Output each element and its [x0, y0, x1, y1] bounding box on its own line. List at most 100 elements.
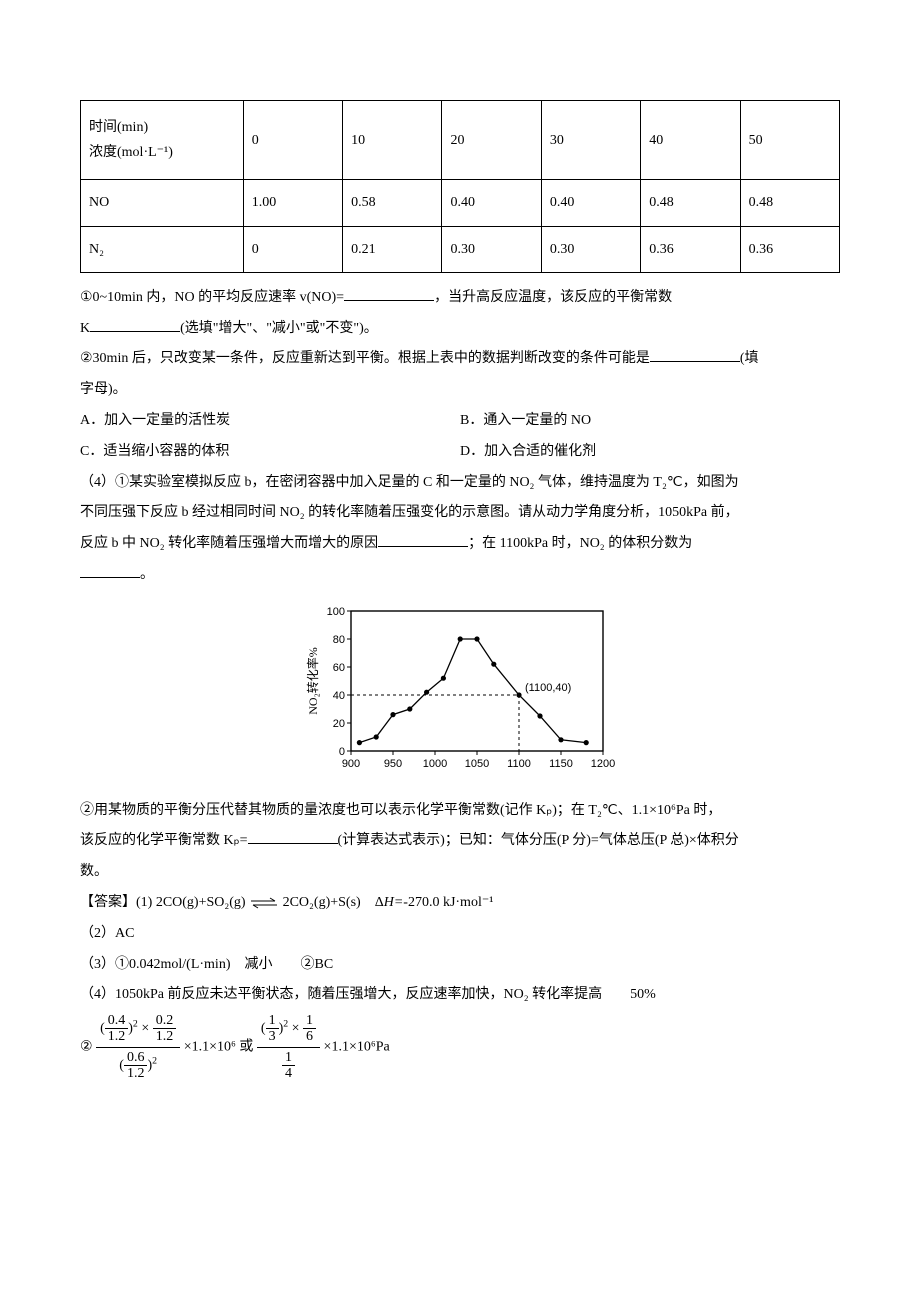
svg-text:60: 60 [332, 662, 344, 674]
frac-num: 0.4 [105, 1013, 129, 1029]
fill-blank [344, 286, 434, 301]
table-header-cell: 时间(min) 浓度(mol·L⁻¹) [81, 101, 244, 180]
text: (选填"增大"、"减小"或"不变")。 [180, 321, 378, 336]
text: (计算表达式表示)；已知：气体分压(P 分)=气体总压(P 总)×体积分 [338, 833, 739, 848]
question-1-line2: K (选填"增大"、"减小"或"不变")。 [80, 314, 840, 345]
text: 或 [239, 1040, 257, 1055]
fill-blank [650, 347, 740, 362]
text: ，当升高反应温度，该反应的平衡常数 [434, 290, 672, 305]
text: 2CO₂(g)+S(s) Δ [283, 895, 384, 910]
question-4b-line3: 数。 [80, 857, 840, 888]
frac-den: 1.2 [153, 1029, 177, 1044]
frac-num: 0.2 [153, 1013, 177, 1029]
question-1-line1: ①0~10min 内，NO 的平均反应速率 v(NO)= ，当升高反应温度，该反应… [80, 283, 840, 314]
table-cell: 0.36 [740, 226, 839, 272]
header-line: 浓度(mol·L⁻¹) [89, 145, 173, 160]
table-cell: 0.21 [343, 226, 442, 272]
table-cell: 0.48 [641, 180, 740, 226]
question-4-line4: 。 [80, 560, 840, 591]
question-4-line3: 反应 b 中 NO₂ 转化率随着压强增大而增大的原因 ；在 1100kPa 时，N… [80, 529, 840, 560]
fraction-expr-1: (0.41.2)2 × 0.21.2 (0.61.2)2 [96, 1011, 180, 1084]
table-cell: 30 [541, 101, 640, 180]
table-cell: 0.36 [641, 226, 740, 272]
frac-num: 1 [303, 1013, 316, 1029]
fill-blank [90, 317, 180, 332]
frac-den: 6 [303, 1029, 316, 1044]
text: ×1.1×10⁶ [184, 1040, 236, 1055]
question-4b-line1: ②用某物质的平衡分压代替其物质的量浓度也可以表示化学平衡常数(记作 Kₚ)；在 … [80, 796, 840, 827]
text: H= [384, 895, 404, 910]
option-b: B．通入一定量的 NO [460, 406, 840, 437]
question-2-line1: ②30min 后，只改变某一条件，反应重新达到平衡。根据上表中的数据判断改变的条… [80, 344, 840, 375]
text: (填 [740, 351, 759, 366]
svg-text:20: 20 [332, 718, 344, 730]
frac-den: 1.2 [105, 1029, 129, 1044]
text: 。 [140, 567, 154, 582]
header-line: 时间(min) [89, 120, 148, 135]
question-2-line2: 字母)。 [80, 375, 840, 406]
table-cell: 0.30 [541, 226, 640, 272]
svg-text:1200: 1200 [590, 758, 614, 770]
text: ①0~10min 内，NO 的平均反应速率 v(NO)= [80, 290, 344, 305]
answers-block: 【答案】(1) 2CO(g)+SO₂(g) 2CO₂(g)+S(s) ΔH=-2… [80, 888, 840, 1084]
svg-text:1100: 1100 [507, 758, 531, 770]
answer-5: ② (0.41.2)2 × 0.21.2 (0.61.2)2 ×1.1×10⁶ … [80, 1011, 840, 1084]
table-row: 时间(min) 浓度(mol·L⁻¹) 0 10 20 30 40 50 [81, 101, 840, 180]
text: 字母)。 [80, 382, 127, 397]
table-cell: 10 [343, 101, 442, 180]
svg-text:80: 80 [332, 634, 344, 646]
svg-text:1050: 1050 [464, 758, 488, 770]
table-cell: 0 [243, 226, 342, 272]
options-row-1: A．加入一定量的活性炭 B．通入一定量的 NO [80, 406, 840, 437]
svg-text:1150: 1150 [549, 758, 573, 770]
table-cell: 0.40 [541, 180, 640, 226]
frac-den: 3 [266, 1029, 279, 1044]
option-d: D．加入合适的催化剂 [460, 437, 840, 468]
text: ②30min 后，只改变某一条件，反应重新达到平衡。根据上表中的数据判断改变的条… [80, 351, 650, 366]
equilibrium-arrow-icon [249, 897, 279, 909]
question-4b-line2: 该反应的化学平衡常数 Kₚ= (计算表达式表示)；已知：气体分压(P 分)=气体总… [80, 826, 840, 857]
fill-blank [80, 563, 140, 578]
table-cell: N₂ [81, 226, 244, 272]
svg-text:NO₂转化率%: NO₂转化率% [305, 647, 320, 715]
options-row-2: C．适当缩小容器的体积 D．加入合适的催化剂 [80, 437, 840, 468]
table-cell: 50 [740, 101, 839, 180]
svg-text:0: 0 [338, 746, 344, 758]
option-c: C．适当缩小容器的体积 [80, 437, 460, 468]
text: ；在 1100kPa 时，NO₂ 的体积分数为 [468, 536, 692, 551]
frac-num: 0.6 [124, 1050, 148, 1066]
answer-4: （4）1050kPa 前反应未达平衡状态，随着压强增大，反应速率加快，NO₂ 转… [80, 980, 840, 1011]
text: -270.0 kJ·mol⁻¹ [403, 895, 493, 910]
fill-blank [248, 829, 338, 844]
table-cell: 0.48 [740, 180, 839, 226]
text: ×1.1×10⁶Pa [324, 1040, 390, 1055]
data-table: 时间(min) 浓度(mol·L⁻¹) 0 10 20 30 40 50 NO … [80, 100, 840, 273]
svg-text:900: 900 [341, 758, 359, 770]
text: 反应 b 中 NO₂ 转化率随着压强增大而增大的原因 [80, 536, 378, 551]
frac-den: 4 [282, 1066, 295, 1081]
table-cell: 0.30 [442, 226, 541, 272]
question-4-line2: 不同压强下反应 b 经过相同时间 NO₂ 的转化率随着压强变化的示意图。请从动力… [80, 498, 840, 529]
option-a: A．加入一定量的活性炭 [80, 406, 460, 437]
table-cell: 1.00 [243, 180, 342, 226]
svg-text:950: 950 [383, 758, 401, 770]
table-cell: 20 [442, 101, 541, 180]
frac-num: 1 [282, 1050, 295, 1066]
table-cell: NO [81, 180, 244, 226]
table-cell: 0.40 [442, 180, 541, 226]
conversion-chart: 02040608010090095010001050110011501200(1… [303, 597, 618, 777]
svg-text:100: 100 [326, 606, 344, 618]
table-row: NO 1.00 0.58 0.40 0.40 0.48 0.48 [81, 180, 840, 226]
fill-blank [378, 532, 468, 547]
text: K [80, 321, 90, 336]
text: ② [80, 1040, 93, 1055]
frac-den: 1.2 [124, 1066, 148, 1081]
question-4-line1: （4）①某实验室模拟反应 b，在密闭容器中加入足量的 C 和一定量的 NO₂ 气… [80, 468, 840, 499]
table-cell: 40 [641, 101, 740, 180]
answer-2: （2）AC [80, 919, 840, 950]
text: 该反应的化学平衡常数 Kₚ= [80, 833, 248, 848]
table-row: N₂ 0 0.21 0.30 0.30 0.36 0.36 [81, 226, 840, 272]
chart-container: 02040608010090095010001050110011501200(1… [80, 597, 840, 790]
svg-text:(1100,40): (1100,40) [525, 682, 571, 694]
table-cell: 0.58 [343, 180, 442, 226]
